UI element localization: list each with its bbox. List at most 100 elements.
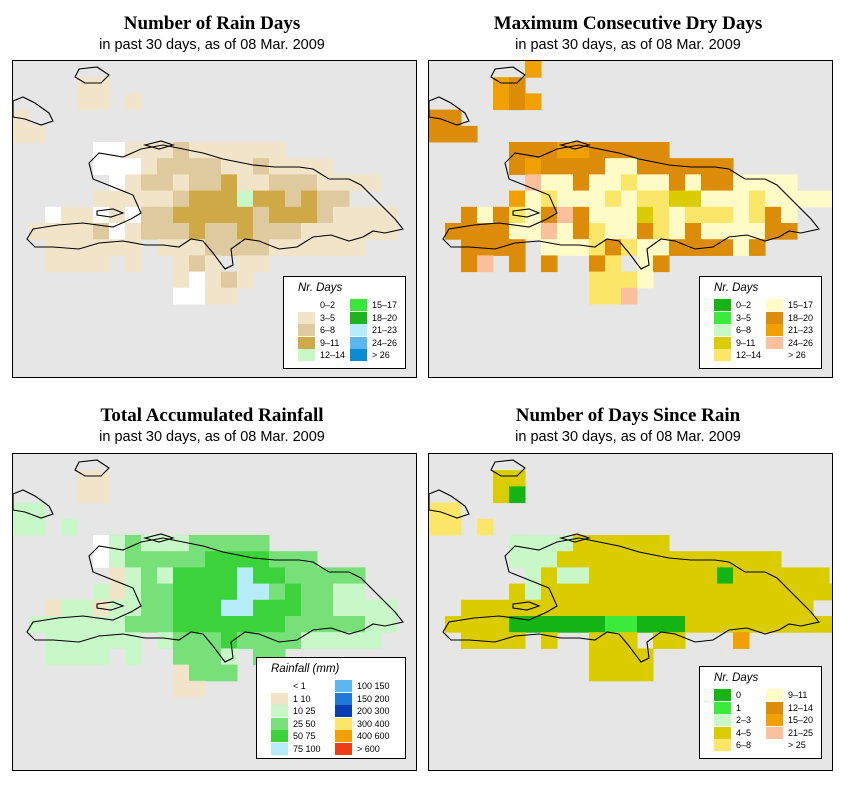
grid-cell [749,616,766,633]
grid-cell [237,206,254,224]
grid-cell [221,664,238,682]
legend-swatch [271,743,288,755]
grid-cell [669,158,686,175]
grid-cell [109,632,126,649]
grid-cell [557,174,574,192]
grid-cell [93,583,110,601]
map-canvas [13,459,404,698]
grid-cell [237,239,254,256]
grid-cell [173,158,190,175]
grid-cell [605,551,622,568]
grid-cell [253,174,270,192]
grid-cell [781,174,798,192]
grid-cell [461,599,478,617]
grid-cell [61,223,78,240]
grid-cell [525,535,542,552]
grid-cell [541,174,558,192]
grid-cell [157,223,174,240]
grid-cell [93,239,110,256]
grid-cell [669,190,686,208]
grid-cell [541,616,558,633]
grid-cell [701,599,718,617]
grid-cell [557,142,574,159]
grid-cell [541,567,558,585]
grid-cell [573,551,590,568]
grid-cell [141,158,158,175]
grid-cell [765,190,782,208]
grid-cell [621,551,638,568]
grid-cell [237,583,254,601]
panel-title-rainfall: Total Accumulated Rainfall [100,405,324,426]
grid-cell [461,255,478,273]
grid-cell [141,174,158,192]
grid-cell [829,583,832,601]
map-since-rain: Nr. Days 0 1 2–3 4–5 6–8 9–11 12–14 15–20 21–25 >… [428,453,833,771]
grid-cell [701,616,718,633]
grid-cell [45,599,62,617]
coastline-cuba [13,96,54,126]
grid-cell [509,223,526,240]
grid-cell [237,174,254,192]
grid-cell [173,255,190,273]
grid-cell [621,158,638,175]
legend-label: 24–26 [372,337,398,348]
grid-cell [125,223,142,240]
grid-cell [77,206,94,224]
grid-cell [637,616,654,633]
grid-cell [189,535,206,552]
grid-cell [61,599,78,617]
legend-label: 50 75 [293,731,316,742]
grid-cell [253,599,270,617]
grid-cell [317,616,334,633]
grid-cell [349,632,366,649]
coastline-inagua [74,66,110,84]
grid-cell [77,77,94,94]
grid-cell [141,599,158,617]
legend-label: 0 [736,690,742,700]
grid-cell [157,551,174,568]
coastline-cuba [429,489,470,519]
grid-cell [797,567,814,585]
grid-cell [205,287,222,305]
coastline-inagua [74,459,110,477]
grid-cell [77,470,94,487]
legend-swatch [271,692,288,705]
coastline-gonave [96,601,125,611]
grid-cell [669,174,686,192]
grid-cell [653,142,670,159]
grid-cell [173,174,190,192]
grid-cell [109,158,126,175]
grid-cell [317,583,334,601]
grid-cell [813,616,830,633]
grid-cell [749,239,766,256]
grid-cell [205,583,222,601]
grid-cell [221,583,238,601]
grid-cell [477,239,494,256]
grid-cell [621,567,638,585]
grid-cell [461,206,478,224]
grid-cell [765,599,782,617]
grid-cell [525,61,542,78]
grid-cell [205,567,222,585]
grid-cell [237,223,254,240]
grid-cell [173,223,190,240]
grid-cell [269,616,286,633]
grid-cell [573,599,590,617]
grid-cell [509,158,526,175]
grid-cell [205,239,222,256]
grid-cell [349,599,366,617]
grid-cell [253,583,270,601]
legend-swatch [350,349,367,362]
grid-cell [429,518,446,536]
grid-cell [237,190,254,208]
grid-cell [829,190,832,208]
grid-cell [605,664,622,682]
grid-cell [589,287,606,305]
grid-cell [189,551,206,568]
grid-cell [573,583,590,601]
legend-label: 9–11 [788,690,808,700]
grid-cell [301,599,318,617]
grid-cell [573,190,590,208]
panel-subtitle-rain-days: in past 30 days, as of 08 Mar. 2009 [99,37,325,53]
grid-cell [493,93,510,111]
